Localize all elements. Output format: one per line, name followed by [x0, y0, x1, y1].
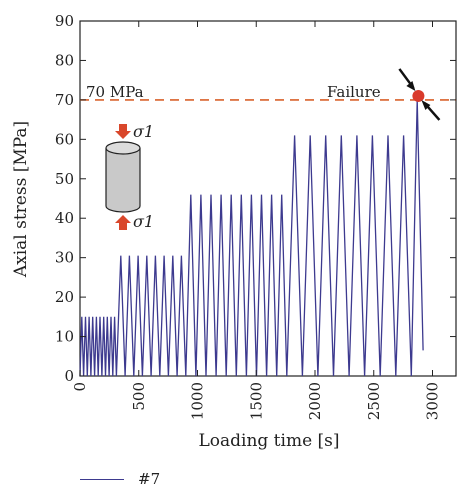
- y-tick-label: 80: [55, 51, 74, 69]
- x-tick-label: 500: [130, 382, 148, 411]
- legend-swatch: [80, 478, 124, 480]
- load-arrow-bottom-icon: [115, 215, 131, 230]
- y-tick-label: 60: [55, 130, 74, 148]
- failure-marker: [412, 89, 425, 102]
- specimen-cylinder: [105, 148, 141, 213]
- load-arrow-top-icon: [115, 124, 131, 139]
- y-tick-label: 20: [55, 288, 74, 306]
- series-line-7: [79, 99, 424, 377]
- failure-arrowhead-upper-icon: [406, 80, 416, 91]
- y-tick-label: 40: [55, 209, 74, 227]
- x-tick-label: 1500: [247, 382, 265, 420]
- x-tick-label: 0: [71, 382, 89, 392]
- y-tick-label: 50: [55, 170, 74, 188]
- legend-label: #7: [138, 470, 161, 488]
- x-tick-label: 2000: [306, 382, 324, 420]
- y-tick-label: 90: [55, 12, 74, 30]
- y-tick-label: 0: [64, 367, 74, 385]
- y-axis: 0 10 20 30 40 50 60 70 80 90: [55, 12, 456, 385]
- x-tick-label: 1000: [189, 382, 207, 420]
- plot-area: [79, 20, 457, 377]
- x-axis-title: Loading time [s]: [198, 431, 339, 451]
- sigma-bottom-label: σ1: [133, 212, 154, 231]
- x-axis: 0 500 1000 1500 2000 2500 3000: [71, 21, 442, 420]
- reference-line-label: 70 MPa: [86, 83, 144, 101]
- y-tick-label: 30: [55, 249, 74, 267]
- specimen-diagram: σ1 σ1: [105, 122, 154, 231]
- specimen-top-face: [105, 141, 141, 155]
- failure-label: Failure: [327, 83, 381, 101]
- y-axis-title: Axial stress [MPa]: [11, 121, 31, 278]
- y-tick-label: 70: [55, 91, 74, 109]
- legend: #7: [80, 467, 160, 491]
- y-tick-label: 10: [55, 328, 74, 346]
- plot-frame: [79, 20, 457, 377]
- failure-arrowhead-lower-icon: [421, 99, 431, 110]
- sigma-top-label: σ1: [133, 122, 154, 141]
- x-tick-label: 2500: [365, 382, 383, 420]
- x-tick-label: 3000: [424, 382, 442, 420]
